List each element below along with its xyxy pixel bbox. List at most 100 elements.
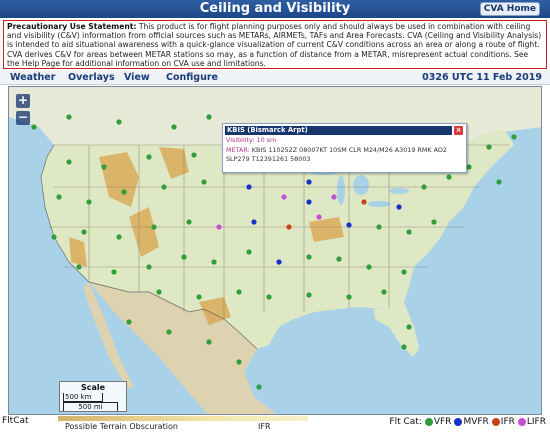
station-marker[interactable] bbox=[346, 294, 352, 300]
station-marker[interactable] bbox=[421, 184, 427, 190]
station-marker[interactable] bbox=[146, 154, 152, 160]
station-marker[interactable] bbox=[56, 194, 62, 200]
station-marker[interactable] bbox=[206, 339, 212, 345]
station-marker[interactable] bbox=[81, 229, 87, 235]
station-marker[interactable] bbox=[346, 222, 352, 228]
legend-mvfr: MVFR bbox=[454, 417, 489, 427]
station-marker[interactable] bbox=[376, 224, 382, 230]
station-marker[interactable] bbox=[161, 184, 167, 190]
popup-close-button[interactable]: × bbox=[454, 126, 463, 135]
station-marker[interactable] bbox=[246, 249, 252, 255]
station-marker[interactable] bbox=[306, 199, 312, 205]
menu-weather[interactable]: Weather bbox=[10, 72, 56, 83]
station-marker[interactable] bbox=[101, 164, 107, 170]
page-title: Ceiling and Visibility bbox=[199, 1, 351, 16]
station-marker[interactable] bbox=[171, 124, 177, 130]
flt-cat-label: Flt Cat: bbox=[389, 417, 422, 427]
station-marker[interactable] bbox=[116, 234, 122, 240]
station-marker[interactable] bbox=[86, 199, 92, 205]
mexico-landmass bbox=[89, 282, 277, 414]
station-marker[interactable] bbox=[366, 264, 372, 270]
station-marker[interactable] bbox=[146, 264, 152, 270]
station-marker[interactable] bbox=[206, 114, 212, 120]
station-marker[interactable] bbox=[381, 289, 387, 295]
station-marker[interactable] bbox=[401, 344, 407, 350]
station-marker[interactable] bbox=[496, 179, 502, 185]
timestamp: 0326 UTC 11 Feb 2019 bbox=[422, 72, 542, 83]
ifr-dot-icon bbox=[491, 418, 500, 426]
station-marker[interactable] bbox=[121, 189, 127, 195]
terrain-obscuration bbox=[69, 147, 344, 325]
station-marker[interactable] bbox=[191, 152, 197, 158]
menu-overlays[interactable]: Overlays bbox=[68, 72, 115, 83]
menu-configure[interactable]: Configure bbox=[166, 72, 218, 83]
map-scale: Scale 500 km 500 mi bbox=[59, 381, 127, 412]
usa-landmass bbox=[41, 129, 514, 352]
scale-title: Scale bbox=[80, 383, 106, 392]
lake-huron bbox=[353, 175, 369, 195]
station-marker[interactable] bbox=[186, 219, 192, 225]
legend-vfr: VFR bbox=[424, 417, 451, 427]
station-marker[interactable] bbox=[251, 219, 257, 225]
station-marker[interactable] bbox=[256, 384, 262, 390]
station-marker[interactable] bbox=[126, 319, 132, 325]
precautionary-statement: Precautionary Use Statement: This produc… bbox=[3, 20, 547, 69]
terrain-color-bar bbox=[58, 416, 308, 421]
terrain-label: Possible Terrain Obscuration bbox=[65, 422, 178, 431]
station-marker[interactable] bbox=[431, 219, 437, 225]
scale-mi: 500 mi bbox=[63, 402, 118, 411]
station-marker[interactable] bbox=[446, 174, 452, 180]
zoom-out-button[interactable]: − bbox=[16, 110, 30, 125]
station-marker[interactable] bbox=[236, 289, 242, 295]
popup-metar: METAR: KBIS 110252Z 08007KT 10SM CLR M24… bbox=[226, 146, 462, 164]
vfr-dot-icon bbox=[424, 418, 433, 426]
menu-view[interactable]: View bbox=[124, 72, 150, 83]
cva-home-button[interactable]: CVA Home bbox=[479, 2, 540, 16]
station-marker[interactable] bbox=[211, 259, 217, 265]
lake-erie bbox=[367, 201, 391, 207]
statement-text: This product is for flight planning purp… bbox=[7, 22, 542, 68]
station-marker[interactable] bbox=[306, 179, 312, 185]
station-marker[interactable] bbox=[76, 264, 82, 270]
station-marker[interactable] bbox=[306, 254, 312, 260]
station-marker[interactable] bbox=[281, 194, 287, 200]
station-marker[interactable] bbox=[306, 292, 312, 298]
station-marker[interactable] bbox=[316, 214, 322, 220]
station-marker[interactable] bbox=[406, 324, 412, 330]
map-canvas[interactable]: + − KBIS (Bismarck Arpt) × Visibility: 1… bbox=[8, 86, 542, 415]
legend-lifr: LIFR bbox=[517, 417, 546, 427]
flight-category-legend: Flt Cat: VFR MVFR IFR LIFR bbox=[389, 417, 546, 427]
station-marker[interactable] bbox=[116, 119, 122, 125]
station-marker[interactable] bbox=[396, 204, 402, 210]
station-marker[interactable] bbox=[511, 134, 517, 140]
station-marker[interactable] bbox=[486, 144, 492, 150]
station-marker[interactable] bbox=[246, 184, 252, 190]
station-marker[interactable] bbox=[196, 294, 202, 300]
popup-visibility: Visibility: 10 sm bbox=[226, 136, 277, 144]
station-marker[interactable] bbox=[156, 289, 162, 295]
station-marker[interactable] bbox=[361, 199, 367, 205]
station-marker[interactable] bbox=[236, 359, 242, 365]
station-marker[interactable] bbox=[151, 224, 157, 230]
station-marker[interactable] bbox=[201, 179, 207, 185]
baja-peninsula bbox=[83, 282, 134, 389]
station-marker[interactable] bbox=[216, 224, 222, 230]
zoom-in-button[interactable]: + bbox=[16, 93, 30, 108]
station-marker[interactable] bbox=[181, 254, 187, 260]
station-marker[interactable] bbox=[406, 229, 412, 235]
station-marker[interactable] bbox=[166, 329, 172, 335]
station-marker[interactable] bbox=[266, 294, 272, 300]
station-marker[interactable] bbox=[286, 224, 292, 230]
station-marker[interactable] bbox=[51, 234, 57, 240]
station-marker[interactable] bbox=[401, 269, 407, 275]
ifr-cat-label: IFR bbox=[500, 417, 515, 427]
station-marker[interactable] bbox=[466, 164, 472, 170]
station-marker[interactable] bbox=[66, 114, 72, 120]
station-marker[interactable] bbox=[66, 159, 72, 165]
station-marker[interactable] bbox=[31, 124, 37, 130]
station-marker[interactable] bbox=[331, 194, 337, 200]
station-marker[interactable] bbox=[111, 269, 117, 275]
station-marker[interactable] bbox=[276, 259, 282, 265]
station-marker[interactable] bbox=[336, 256, 342, 262]
